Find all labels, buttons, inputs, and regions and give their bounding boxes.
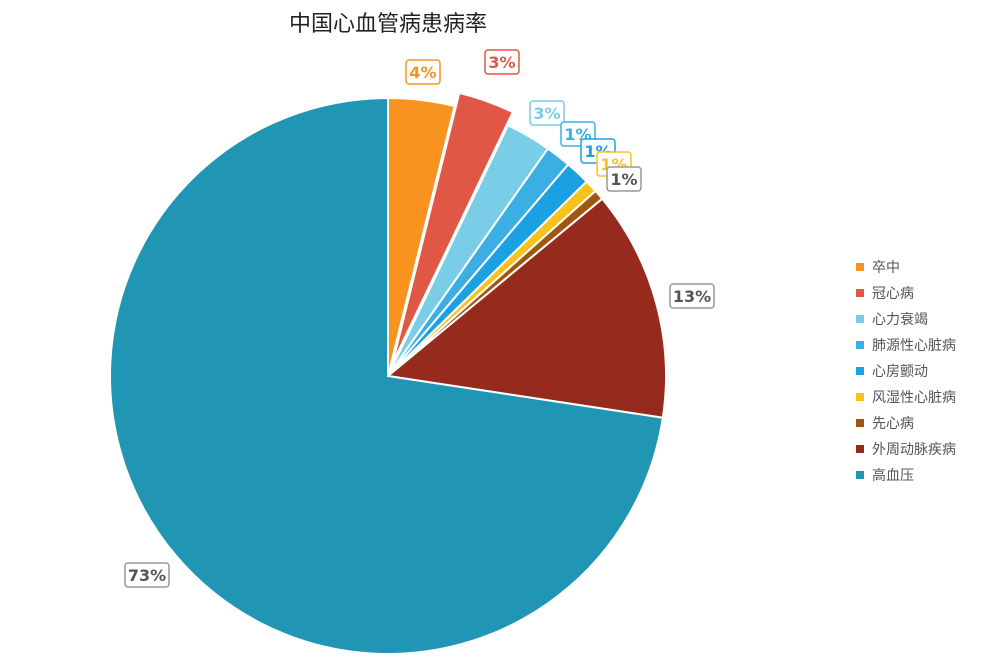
- legend-swatch: [856, 393, 864, 401]
- data-label: 73%: [124, 562, 170, 588]
- legend-item[interactable]: 心房颤动: [856, 358, 956, 384]
- legend-item[interactable]: 高血压: [856, 462, 956, 488]
- legend-label: 卒中: [872, 260, 900, 276]
- data-label-text: 73%: [128, 566, 166, 585]
- legend-label: 心力衰竭: [872, 312, 928, 328]
- legend-label: 先心病: [872, 416, 914, 432]
- legend-swatch: [856, 289, 864, 297]
- data-label-text: 1%: [610, 170, 637, 189]
- legend-label: 心房颤动: [872, 364, 928, 380]
- data-label: 13%: [669, 283, 715, 309]
- legend-item[interactable]: 外周动脉疾病: [856, 436, 956, 462]
- legend-item[interactable]: 肺源性心脏病: [856, 332, 956, 358]
- data-label-text: 4%: [409, 63, 436, 82]
- legend-item[interactable]: 心力衰竭: [856, 306, 956, 332]
- data-label-text: 3%: [533, 104, 560, 123]
- data-label: 4%: [405, 59, 441, 85]
- legend-label: 风湿性心脏病: [872, 390, 956, 406]
- pie-slice-2[interactable]: [391, 91, 515, 364]
- legend-item[interactable]: 风湿性心脏病: [856, 384, 956, 410]
- legend-label: 冠心病: [872, 286, 914, 302]
- legend: 卒中冠心病心力衰竭肺源性心脏病 心房颤动风湿性心脏病 先心病外周动脉疾病 高血压: [856, 254, 956, 488]
- data-label-text: 13%: [673, 287, 711, 306]
- pie-slice-9[interactable]: [109, 96, 664, 655]
- pie-slice-8[interactable]: [385, 197, 667, 419]
- legend-label: 肺源性心脏病: [872, 338, 956, 354]
- legend-swatch: [856, 471, 864, 479]
- legend-swatch: [856, 263, 864, 271]
- legend-swatch: [856, 315, 864, 323]
- chart-title: 中国心血管病患病率: [288, 12, 487, 37]
- pie-chart: 4%3%3%1%1%1%1%13%73%: [109, 49, 715, 655]
- legend-label: 外周动脉疾病: [872, 442, 956, 458]
- legend-swatch: [856, 341, 864, 349]
- legend-swatch: [856, 367, 864, 375]
- legend-item[interactable]: 卒中: [856, 254, 956, 280]
- legend-item[interactable]: 冠心病: [856, 280, 956, 306]
- data-label: 3%: [529, 100, 565, 126]
- legend-item[interactable]: 先心病: [856, 410, 956, 436]
- legend-swatch: [856, 419, 864, 427]
- data-label-text: 3%: [488, 53, 515, 72]
- legend-label: 高血压: [872, 468, 914, 484]
- legend-swatch: [856, 445, 864, 453]
- data-label: 1%: [606, 166, 642, 192]
- data-label: 3%: [484, 49, 520, 75]
